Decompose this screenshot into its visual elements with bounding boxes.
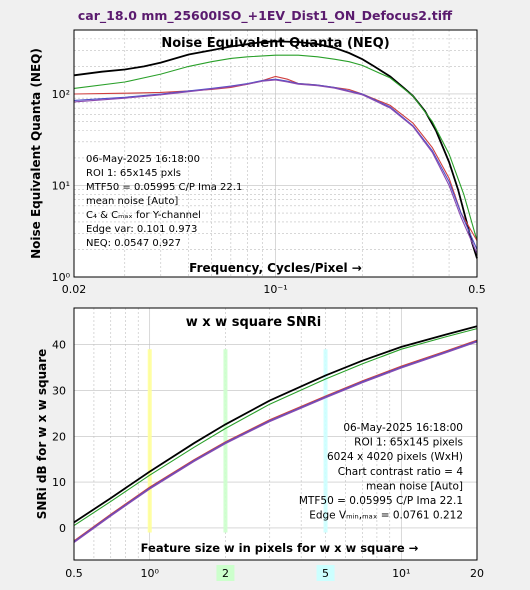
snri-x-tick-label: 0.5 (65, 567, 83, 580)
snri-x-axis-label: Feature size w in pixels for w x w squar… (141, 541, 419, 555)
snri-x-tick-label: 20 (470, 567, 484, 580)
snri-annotation-line: Edge Vₘᵢₙ,ₘₐₓ = 0.0761 0.212 (309, 510, 463, 522)
snri-y-tick-label: 10 (52, 476, 66, 489)
neq-annotation-line: mean noise [Auto] (86, 196, 178, 207)
neq-y-tick-label: 10² (52, 88, 70, 101)
snri-x-tick-label: 10¹ (392, 567, 410, 580)
snri-highlight-band (147, 349, 152, 533)
neq-annotation-line: C₄ & Cₘₐₓ for Y-channel (86, 210, 201, 221)
neq-x-axis-label: Frequency, Cycles/Pixel → (189, 261, 362, 275)
snri-series-red (73, 339, 478, 542)
snri-y-tick-label: 0 (59, 522, 66, 535)
snri-x-tick-highlight (316, 565, 335, 581)
neq-series-purple (73, 79, 478, 254)
neq-series-black (73, 40, 478, 259)
figure-title: car_18.0 mm_25600ISO_+1EV_Dist1_ON_Defoc… (77, 8, 453, 23)
neq-series-blue (73, 78, 478, 250)
neq-x-tick-label: 0.5 (468, 283, 486, 296)
snri-annotation-line: MTF50 = 0.05995 C/P Ima 22.1 (299, 495, 463, 507)
snri-x-tick-label: 2 (222, 567, 229, 580)
snri-annotation-line: ROI 1: 65x145 pixels (354, 437, 463, 449)
neq-annotation-line: 06-May-2025 16:18:00 (86, 154, 200, 165)
neq-annotation-line: Edge var: 0.101 0.973 (86, 224, 197, 235)
neq-annotation-line: MTF50 = 0.05995 C/P Ima 22.1 (86, 182, 242, 193)
snri-y-tick-label: 30 (52, 384, 66, 397)
snri-annotation-line: mean noise [Auto] (366, 480, 463, 492)
neq-x-tick-label: 10⁻¹ (263, 283, 287, 296)
snri-annotation-line: Chart contrast ratio = 4 (338, 466, 464, 478)
snri-axes-frame (73, 307, 478, 561)
neq-annotation-line: ROI 1: 65x145 pxls (86, 168, 181, 179)
snri-highlight-band (323, 349, 328, 533)
snri-highlight-band (223, 349, 228, 533)
snri-chart-title: w x w square SNRi (186, 315, 322, 330)
neq-chart-title: Noise Equivalent Quanta (NEQ) (161, 36, 389, 51)
snri-x-tick-label: 5 (322, 567, 329, 580)
snri-y-tick-label: 20 (52, 430, 66, 443)
neq-x-tick-label: 0.02 (62, 283, 87, 296)
neq-y-tick-label: 10¹ (52, 179, 70, 192)
snri-plot-area (74, 308, 477, 560)
snri-series-blue (73, 340, 478, 543)
neq-axes-frame (73, 29, 478, 278)
snri-annotation-line: 06-May-2025 16:18:00 (343, 422, 463, 434)
neq-chart: Noise Equivalent Quanta (NEQ) Frequency, … (29, 29, 486, 296)
neq-annotation-line: NEQ: 0.0547 0.927 (86, 238, 181, 249)
snri-y-axis-label: SNRi dB for w x w square (35, 349, 49, 520)
neq-grid (74, 30, 477, 277)
snri-annotation-line: 6024 x 4020 pixels (WxH) (327, 451, 463, 463)
snri-x-tick-label: 10⁰ (141, 567, 160, 580)
snri-x-tick-highlight (216, 565, 235, 581)
neq-series-green (73, 54, 478, 241)
snri-series-black (73, 325, 478, 524)
snri-series-purple (73, 341, 478, 544)
neq-y-tick-label: 10⁰ (52, 271, 71, 284)
snri-y-tick-label: 40 (52, 339, 66, 352)
neq-y-axis-label: Noise Equivalent Quanta (NEQ) (29, 48, 43, 259)
snri-series-green (73, 328, 478, 527)
snri-chart: w x w square SNRi Feature size w in pixel… (35, 307, 484, 581)
